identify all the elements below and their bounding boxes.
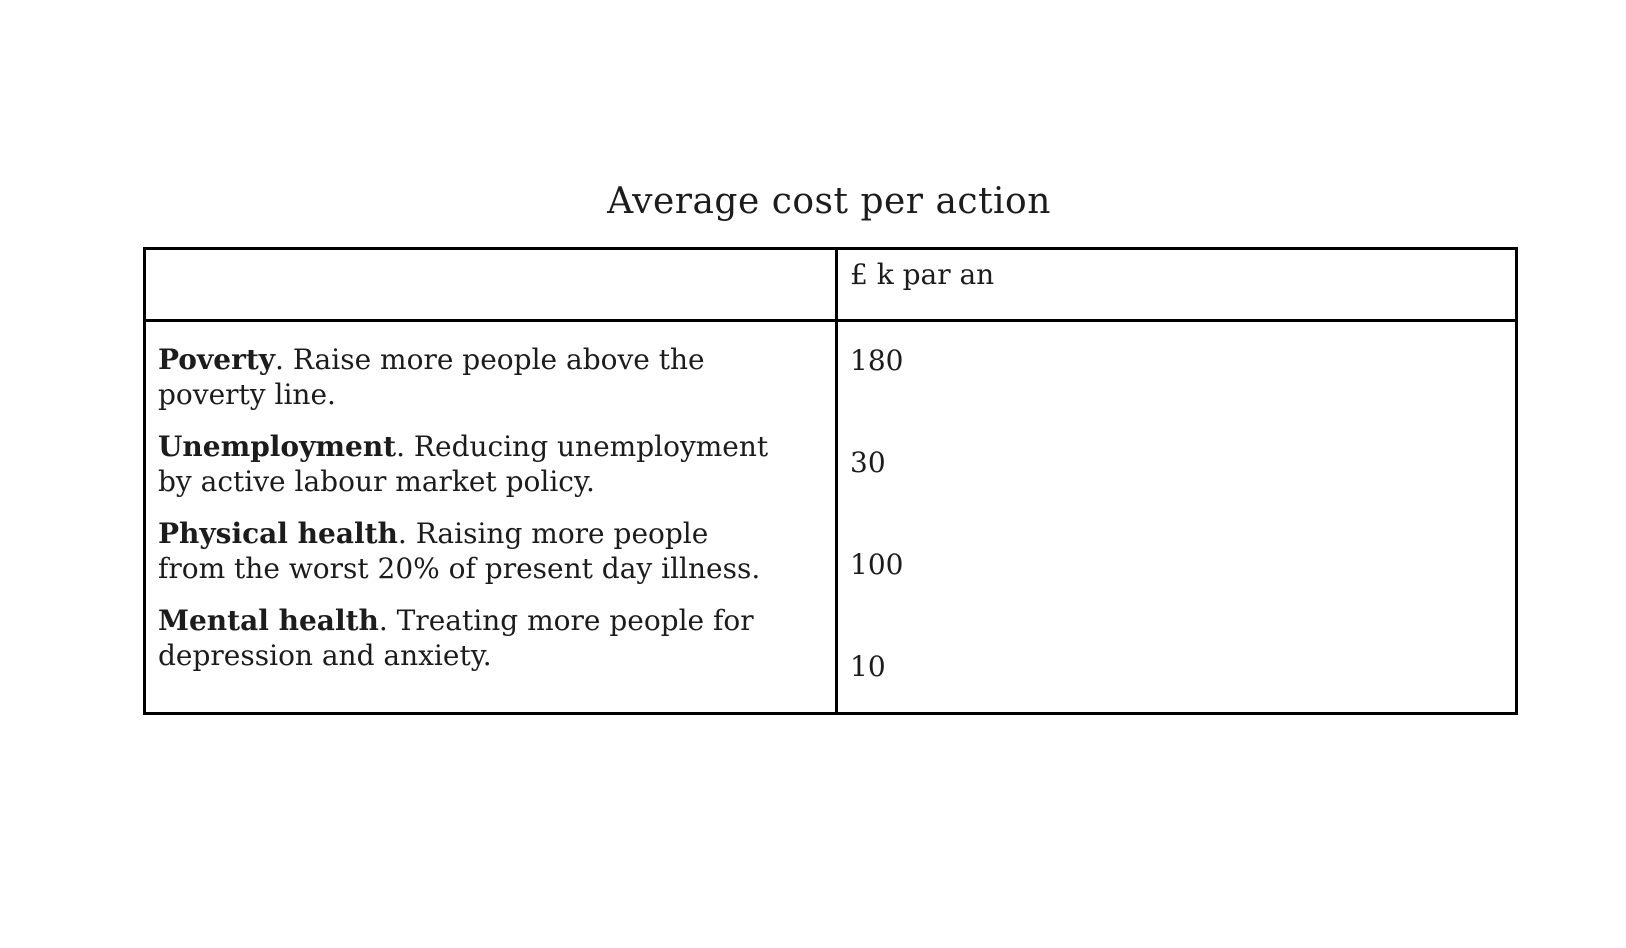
action-description-poverty: . Raise more people above the poverty li…: [158, 343, 705, 411]
action-term-poverty: Poverty: [158, 343, 276, 376]
value-mental-health: 10: [850, 650, 886, 683]
action-column-header: [143, 247, 838, 322]
actions-cell: Poverty. Raise more people above the pov…: [143, 319, 838, 715]
value-physical-health: 100: [850, 548, 904, 581]
action-item-mental-health: Mental health. Treating more people for …: [158, 603, 778, 673]
values-cell: 180 30 100 10: [835, 319, 1518, 715]
action-description-physical-health: . Raising more people from the worst 20%…: [158, 517, 761, 585]
action-item-physical-health: Physical health. Raising more people fro…: [158, 516, 778, 586]
value-unemployment: 30: [850, 446, 886, 479]
body-row: Poverty. Raise more people above the pov…: [143, 319, 1518, 715]
action-item-unemployment: Unemployment. Reducing unemployment by a…: [158, 429, 778, 499]
action-term-unemployment: Unemployment: [158, 430, 397, 463]
action-term-mental-health: Mental health: [158, 604, 379, 637]
header-row: £ k par an: [143, 247, 1518, 322]
cost-table: £ k par an Poverty. Raise more people ab…: [143, 247, 1518, 715]
value-poverty: 180: [850, 344, 904, 377]
action-description-mental-health: . Treating more people for depression an…: [158, 604, 754, 672]
action-description-unemployment: . Reducing unemployment by active labour…: [158, 430, 769, 498]
page-title: Average cost per action: [607, 181, 1051, 222]
action-term-physical-health: Physical health: [158, 517, 398, 550]
action-item-poverty: Poverty. Raise more people above the pov…: [158, 342, 778, 412]
value-column-header: £ k par an: [835, 247, 1518, 322]
